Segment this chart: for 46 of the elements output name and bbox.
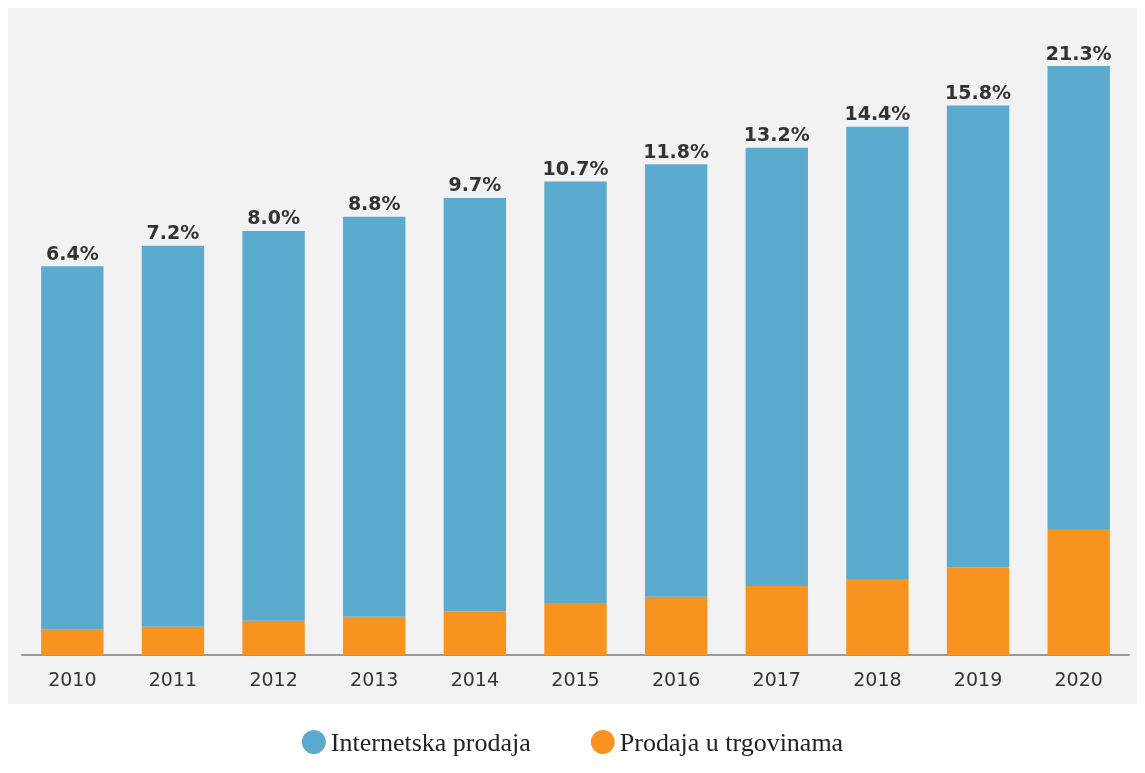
bar <box>946 567 1010 655</box>
x-tick-label: 2011 <box>148 667 198 690</box>
bar <box>745 586 808 655</box>
bar <box>141 626 205 655</box>
bar <box>644 596 708 655</box>
bar <box>544 603 607 655</box>
bar <box>1047 66 1110 529</box>
annotation: 11.8% <box>643 139 710 162</box>
x-tick-label: 2012 <box>249 667 298 690</box>
bar <box>846 579 909 655</box>
annotation: 8.0% <box>247 206 300 229</box>
x-tick-label: 2010 <box>48 667 97 690</box>
bar <box>242 230 305 621</box>
annotation: 15.8% <box>945 80 1012 103</box>
bar <box>946 105 1010 568</box>
annotation: 9.7% <box>448 173 502 196</box>
annotation: 10.7% <box>542 156 609 179</box>
x-tick-label: 2020 <box>1054 667 1103 690</box>
x-tick-label: 2017 <box>752 667 801 690</box>
bar <box>141 245 205 627</box>
bar <box>343 216 406 617</box>
bar <box>846 126 909 580</box>
legend-label: Internetska prodaja <box>330 727 532 757</box>
x-tick-label: 2014 <box>450 667 500 690</box>
bar <box>443 197 507 612</box>
legend-label: Prodaja u trgovinama <box>619 727 844 757</box>
bar <box>242 620 305 655</box>
annotation: 13.2% <box>743 123 810 146</box>
bar <box>544 181 607 604</box>
bar <box>644 164 708 597</box>
x-tick-label: 2018 <box>853 667 902 690</box>
annotation: 8.8% <box>347 192 401 215</box>
bar <box>443 611 507 655</box>
annotation: 6.4% <box>45 241 99 264</box>
bar <box>343 616 406 655</box>
x-tick-label: 2015 <box>551 667 600 690</box>
bar <box>1047 528 1110 655</box>
x-tick-label: 2013 <box>350 667 399 690</box>
annotation: 14.4% <box>844 102 911 125</box>
bar <box>41 629 104 655</box>
annotation: 7.2% <box>146 221 200 244</box>
annotation: 21.3% <box>1045 41 1112 64</box>
bar <box>41 266 104 630</box>
bar <box>745 147 808 587</box>
x-tick-label: 2016 <box>651 667 701 690</box>
x-tick-label: 2019 <box>953 667 1003 690</box>
